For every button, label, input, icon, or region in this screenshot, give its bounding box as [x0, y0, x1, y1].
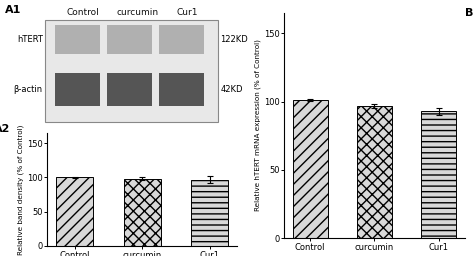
- Text: A2: A2: [0, 124, 11, 134]
- Bar: [191, 179, 228, 246]
- Bar: [56, 177, 93, 246]
- Bar: [55, 73, 100, 106]
- Text: hTERT: hTERT: [17, 35, 43, 44]
- Bar: [357, 106, 392, 238]
- Bar: [159, 73, 204, 106]
- Bar: [45, 20, 218, 122]
- Bar: [107, 25, 152, 54]
- Bar: [159, 25, 204, 54]
- Bar: [55, 25, 100, 54]
- Y-axis label: Relative hTERT mRNA expression (% of Control): Relative hTERT mRNA expression (% of Con…: [255, 39, 261, 211]
- Bar: [292, 100, 328, 238]
- Bar: [107, 73, 152, 106]
- Text: 42KD: 42KD: [220, 85, 243, 94]
- Text: curcumin: curcumin: [117, 8, 158, 17]
- Text: A1: A1: [5, 5, 21, 15]
- Text: B: B: [465, 8, 474, 18]
- Text: Cur1: Cur1: [176, 8, 198, 17]
- Bar: [421, 111, 456, 238]
- Text: Control: Control: [66, 8, 100, 17]
- Y-axis label: Relative band density (% of Control): Relative band density (% of Control): [18, 124, 24, 255]
- Bar: [124, 179, 161, 246]
- Text: β-actin: β-actin: [14, 85, 43, 94]
- Text: 122KD: 122KD: [220, 35, 248, 44]
